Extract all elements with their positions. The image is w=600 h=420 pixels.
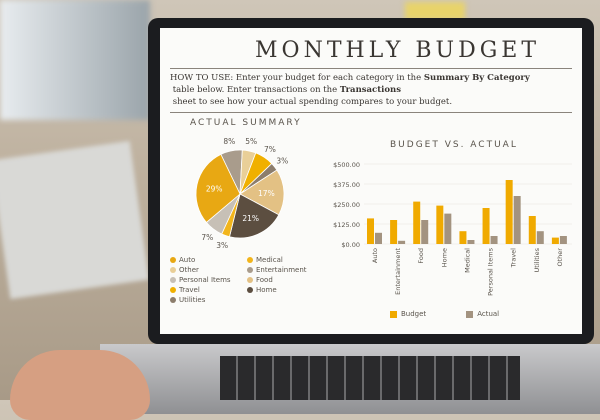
bar-budget-entertainment — [390, 220, 398, 244]
y-tick-label: $250.00 — [333, 201, 360, 209]
instructions-text: sheet to see how your actual spending co… — [170, 97, 453, 107]
bar-actual-auto — [375, 232, 382, 244]
legend-dot — [247, 277, 253, 283]
bar-budget-home — [436, 205, 444, 244]
bar-budget-personal-items — [482, 208, 490, 244]
legend-dot — [170, 267, 176, 273]
legend-label: Food — [256, 276, 273, 284]
legend-dot — [247, 267, 253, 273]
legend-budget: Budget — [390, 310, 426, 318]
instructions-text: table below. Enter transactions on the — [170, 85, 340, 95]
x-tick-label: Travel — [510, 248, 518, 269]
legend-item: Medical — [247, 256, 318, 264]
legend-swatch — [466, 310, 474, 318]
instructions-bold-transactions: Transactions — [339, 85, 402, 95]
legend-label: Auto — [179, 256, 196, 264]
pie-slice-label: 8% — [223, 137, 235, 146]
x-tick-label: Medical — [463, 248, 471, 273]
legend-label: Other — [179, 266, 199, 274]
legend-label: Medical — [256, 256, 283, 264]
laptop-screen: MONTHLY BUDGET HOW TO USE: Enter your bu… — [160, 28, 582, 334]
bar-actual-personal-items — [490, 236, 498, 244]
pie-slice-label: 21% — [242, 214, 259, 223]
bar-actual-travel — [513, 196, 521, 244]
bar-budget-utilities — [528, 216, 536, 244]
legend-item: Entertainment — [247, 266, 318, 274]
legend-item: Other — [170, 266, 241, 274]
bar-chart: $0.00 $125.00 $250.00 $375.00 $500.00 Auto Ent… — [333, 161, 572, 296]
instructions: HOW TO USE: Enter your budget for each c… — [170, 72, 574, 108]
x-tick-label: Auto — [371, 248, 379, 263]
pie-slice-home — [229, 193, 280, 239]
legend-dot — [247, 287, 253, 293]
x-tick-label: Other — [556, 248, 564, 267]
divider — [170, 112, 572, 113]
y-tick-label: $0.00 — [341, 241, 360, 249]
pie-chart: 8% 5%7%3%17%21%3%7%29% — [195, 137, 288, 250]
bar-actual-entertainment — [398, 240, 406, 244]
legend-dot — [170, 297, 176, 303]
pie-slice-auto — [195, 153, 241, 223]
x-tick-label: Entertainment — [394, 248, 402, 295]
bar-actual-utilities — [536, 231, 544, 244]
bar-actual-food — [421, 220, 429, 244]
pie-slice-label: 7% — [264, 145, 276, 154]
bar-budget-other — [551, 237, 559, 244]
bar-budget-travel — [505, 180, 513, 244]
y-tick-label: $375.00 — [333, 181, 360, 189]
pie-slice-label: 17% — [258, 189, 275, 198]
pie-slice-label: 29% — [206, 185, 223, 194]
pie-slice-label: 5% — [245, 137, 257, 146]
bar-chart-title: BUDGET VS. ACTUAL — [390, 140, 518, 150]
legend-swatch — [390, 310, 397, 318]
legend-dot — [170, 277, 176, 283]
legend-label: Travel — [179, 286, 200, 294]
bar-actual-medical — [467, 240, 475, 244]
legend-item: Auto — [170, 256, 241, 264]
background-paper — [0, 140, 150, 300]
x-tick-label: Home — [440, 248, 448, 267]
x-tick-label: Personal Items — [487, 247, 495, 295]
x-tick-label: Utilities — [533, 247, 541, 272]
legend-dot — [170, 287, 176, 293]
bar-budget-food — [413, 201, 421, 244]
background-sticky-note — [405, 2, 465, 20]
legend-actual: Actual — [466, 310, 499, 318]
legend-label: Utilities — [179, 296, 206, 304]
legend-item: Food — [247, 276, 318, 284]
legend-label: Actual — [477, 310, 500, 318]
instructions-bold-summary: Summary By Category — [423, 73, 530, 83]
hand — [10, 350, 150, 420]
bar-actual-other — [559, 236, 567, 244]
bar-actual-home — [444, 213, 452, 244]
legend-item: Utilities — [170, 296, 241, 304]
laptop-keyboard — [220, 356, 520, 400]
pie-slice-label: 3% — [276, 156, 288, 165]
bar-budget-auto — [367, 218, 374, 244]
page-title: MONTHLY BUDGET — [255, 38, 541, 63]
pie-slice-label: 3% — [216, 241, 228, 250]
y-tick-label: $500.00 — [333, 161, 360, 169]
pie-slice-food — [239, 169, 285, 216]
legend-item: Travel — [170, 286, 241, 294]
bar-legend: Budget Actual — [390, 310, 499, 318]
legend-dot — [247, 257, 253, 263]
legend-label: Entertainment — [256, 266, 307, 274]
pie-chart-title: ACTUAL SUMMARY — [190, 118, 302, 128]
pie-legend: Auto Medical Other Entertainment Personal It… — [170, 256, 318, 304]
pie-slice-label: 7% — [201, 233, 213, 242]
legend-item: Personal Items — [170, 276, 241, 284]
divider — [170, 68, 572, 69]
legend-dot — [170, 257, 176, 263]
instructions-text: HOW TO USE: Enter your budget for each c… — [170, 73, 424, 83]
legend-item: Home — [247, 286, 318, 294]
y-tick-label: $125.00 — [333, 221, 360, 229]
legend-label: Personal Items — [179, 276, 231, 284]
background-window — [0, 0, 150, 120]
bar-budget-medical — [459, 231, 467, 244]
legend-label: Home — [256, 286, 277, 294]
legend-label: Budget — [401, 310, 427, 318]
x-tick-label: Food — [417, 248, 425, 264]
